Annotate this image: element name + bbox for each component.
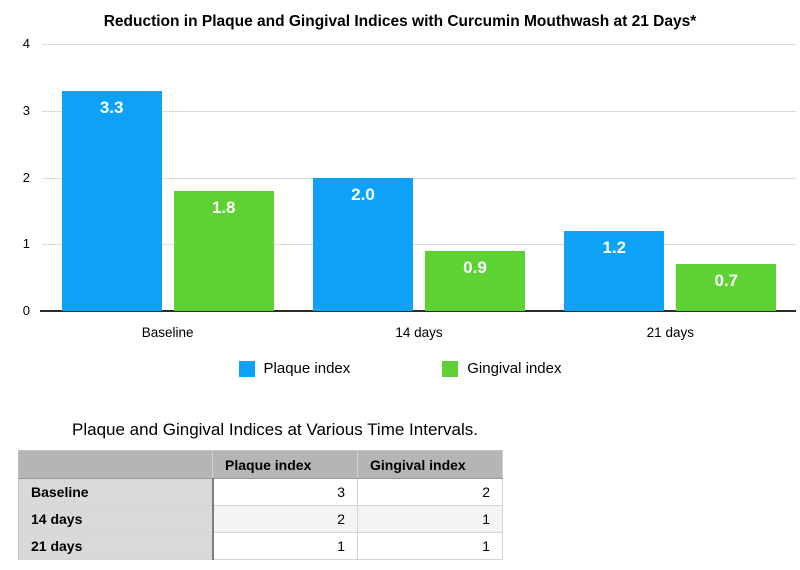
bar-plaque-14-days: 2.0 bbox=[313, 177, 413, 311]
x-tick-label: Baseline bbox=[141, 325, 194, 340]
gridline bbox=[42, 177, 796, 179]
x-tick-label: 14 days bbox=[395, 325, 443, 340]
table-header-corner bbox=[18, 450, 213, 479]
bar-value-label: 3.3 bbox=[99, 97, 124, 117]
x-tick-label: 21 days bbox=[646, 325, 694, 340]
legend: Plaque index Gingival index bbox=[0, 360, 800, 377]
legend-item-plaque-index: Plaque index bbox=[238, 360, 351, 377]
y-tick-label: 3 bbox=[22, 102, 30, 118]
plot-area: 0 1 2 3 4 3.3 1.8 Baseline 2.0 0.9 14 days 1.2 0.7 21… bbox=[23, 36, 796, 340]
bar-plaque-baseline: 3.3 bbox=[61, 90, 162, 311]
bar-value-label: 2.0 bbox=[351, 184, 375, 204]
gridline bbox=[42, 244, 796, 246]
legend-label: Gingival index bbox=[467, 360, 562, 377]
table-cell: 2 bbox=[357, 478, 503, 506]
table-title: Plaque and Gingival Indices at Various T… bbox=[72, 420, 479, 439]
chart-title: Reduction in Plaque and Gingival Indices… bbox=[103, 13, 697, 30]
bar-gingival-14-days: 0.9 bbox=[425, 250, 525, 311]
table-row: Baseline 3 2 bbox=[18, 478, 503, 506]
bar-plaque-21-days: 1.2 bbox=[564, 230, 665, 311]
table-cell: 1 bbox=[357, 532, 503, 560]
y-tick-label: 1 bbox=[22, 236, 30, 252]
legend-item-gingival-index: Gingival index bbox=[442, 360, 561, 377]
bar-gingival-baseline: 1.8 bbox=[173, 190, 274, 311]
table-cell: 2 bbox=[212, 505, 358, 533]
data-table: Plaque index Gingival index Baseline 3 2 14 … bbox=[18, 450, 503, 560]
data-table-head: Plaque index Gingival index bbox=[18, 450, 503, 479]
table-row-header: 21 days bbox=[18, 532, 214, 560]
y-tick-label: 2 bbox=[22, 169, 30, 185]
y-tick-label: 0 bbox=[22, 303, 30, 318]
legend-swatch-icon bbox=[442, 360, 459, 377]
table-cell: 3 bbox=[212, 478, 358, 506]
x-axis-line bbox=[40, 310, 796, 312]
bar-value-label: 0.9 bbox=[463, 257, 487, 277]
table-cell: 1 bbox=[212, 532, 358, 560]
table-cell: 1 bbox=[357, 505, 503, 533]
y-tick-label: 4 bbox=[22, 36, 30, 51]
table-row: 14 days 2 1 bbox=[18, 505, 503, 533]
data-table-body: Baseline 3 2 14 days 2 1 21 days 1 1 bbox=[18, 478, 503, 560]
bar-value-label: 0.7 bbox=[714, 271, 739, 291]
table-column-header: Plaque index bbox=[212, 450, 358, 479]
bar-value-label: 1.2 bbox=[602, 237, 627, 257]
legend-label: Plaque index bbox=[263, 360, 351, 377]
table-header-row: Plaque index Gingival index bbox=[18, 450, 503, 479]
gridline bbox=[42, 110, 796, 112]
table-row: 21 days 1 1 bbox=[18, 532, 503, 560]
legend-swatch-icon bbox=[238, 360, 255, 377]
bar-gingival-21-days: 0.7 bbox=[676, 264, 777, 311]
table-row-header: Baseline bbox=[18, 478, 214, 506]
table-column-header: Gingival index bbox=[357, 450, 503, 479]
bar-value-label: 1.8 bbox=[211, 197, 236, 217]
table-row-header: 14 days bbox=[18, 505, 214, 533]
gridline bbox=[42, 44, 796, 45]
